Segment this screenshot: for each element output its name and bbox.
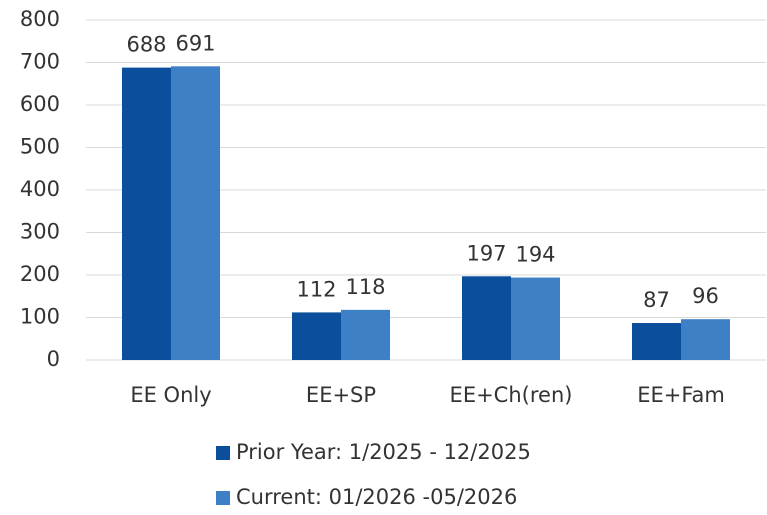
x-tick-label: EE+Fam [637, 383, 725, 407]
value-label: 691 [175, 31, 215, 55]
y-tick-label: 300 [20, 220, 60, 244]
y-tick-label: 400 [20, 177, 60, 201]
y-tick-label: 200 [20, 262, 60, 286]
y-tick-label: 800 [20, 7, 60, 31]
value-label: 688 [126, 33, 166, 57]
y-tick-label: 500 [20, 135, 60, 159]
bar [341, 309, 390, 360]
bar [632, 323, 681, 360]
legend-swatch [216, 446, 230, 460]
value-label: 112 [296, 277, 336, 301]
legend-label: Current: 01/2026 -05/2026 [236, 485, 517, 509]
y-tick-label: 600 [20, 92, 60, 116]
y-tick-label: 0 [47, 347, 60, 371]
legend-label: Prior Year: 1/2025 - 12/2025 [236, 440, 531, 464]
value-label: 118 [345, 275, 385, 299]
legend-swatch [216, 491, 230, 505]
bar [122, 67, 171, 360]
x-tick-label: EE+Ch(ren) [450, 383, 573, 407]
bar [681, 319, 730, 360]
bar [511, 277, 560, 360]
value-label: 194 [515, 243, 555, 267]
value-label: 87 [643, 288, 670, 312]
value-label: 96 [692, 284, 719, 308]
value-label: 197 [466, 241, 506, 265]
bar [171, 66, 220, 360]
y-tick-label: 100 [20, 305, 60, 329]
y-tick-label: 700 [20, 50, 60, 74]
bar [292, 312, 341, 360]
x-tick-label: EE+SP [306, 383, 376, 407]
bar [462, 276, 511, 360]
x-tick-label: EE Only [130, 383, 211, 407]
